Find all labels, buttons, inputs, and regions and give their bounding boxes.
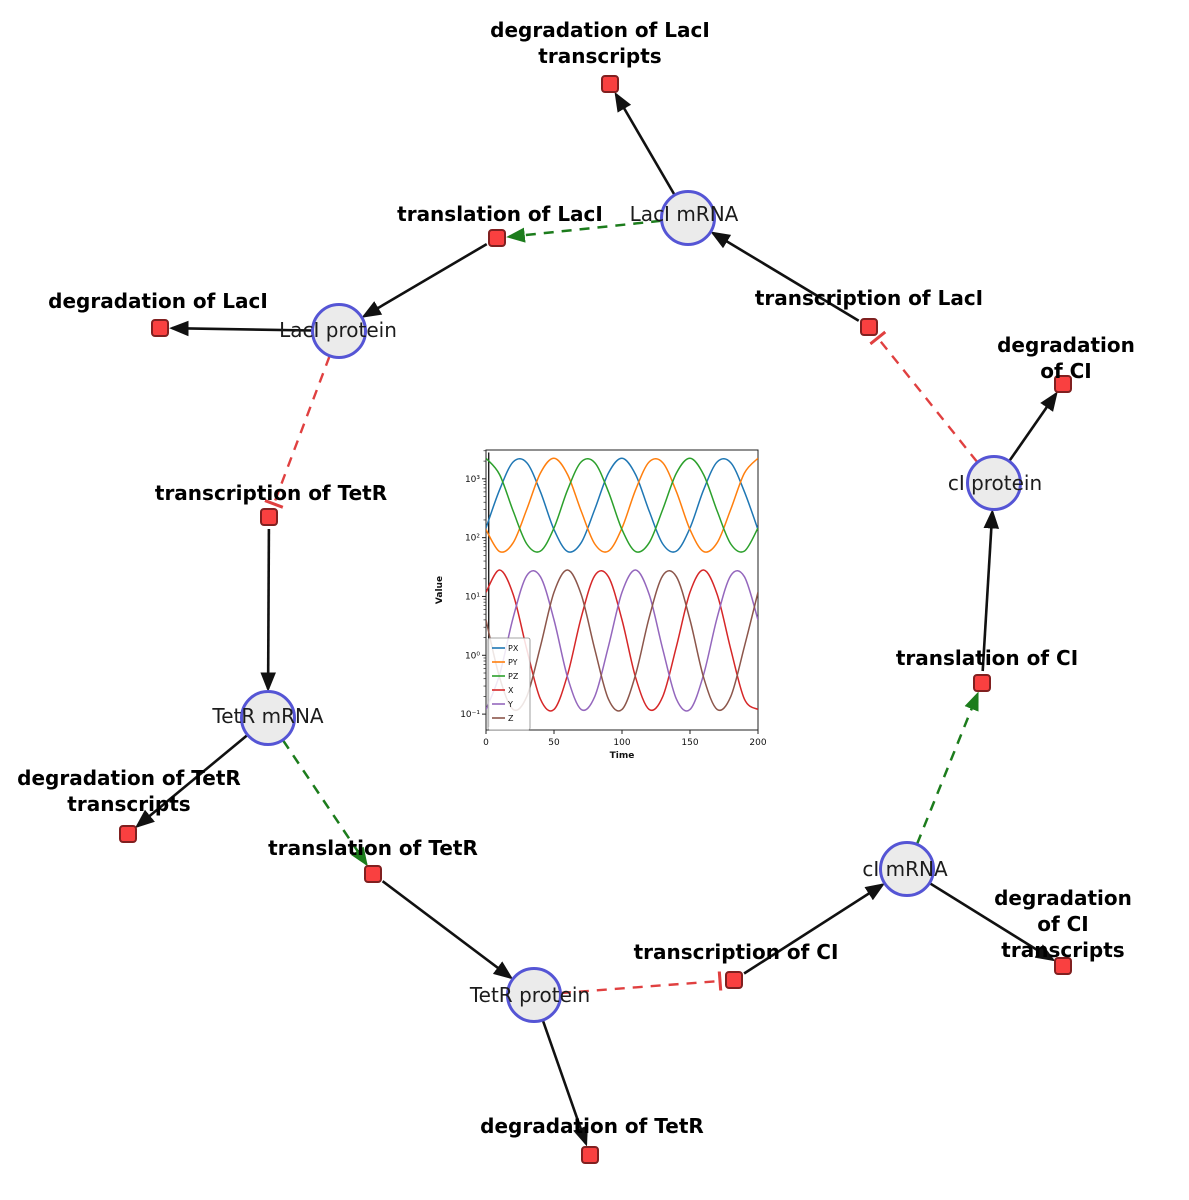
reaction-label-translation-tetr: translation of TetR xyxy=(268,836,478,860)
reaction-label-degradation-laci: degradation of LacI xyxy=(48,289,268,313)
reaction-node-transcription-tetr[interactable] xyxy=(260,508,278,526)
x-tick-label: 100 xyxy=(613,738,630,748)
reaction-label-transcription-tetr: transcription of TetR xyxy=(154,481,388,505)
legend-label-PZ: PZ xyxy=(508,672,519,681)
species-node-tetr-mrna[interactable] xyxy=(240,690,296,746)
edge-translation-ci-production xyxy=(981,508,1000,672)
reaction-node-degradation-ci-transcripts[interactable] xyxy=(1054,957,1072,975)
reaction-label-transcription-laci: transcription of LacI xyxy=(754,286,984,310)
series-lines xyxy=(486,457,758,712)
reaction-node-transcription-ci[interactable] xyxy=(725,971,743,989)
edge-laci-mrna-translation-modifier xyxy=(506,219,662,243)
x-tick-label: 150 xyxy=(681,738,698,748)
x-axis-ticks: 0 50 100 150 200 xyxy=(483,730,767,748)
species-node-ci-protein[interactable] xyxy=(966,455,1022,511)
series-X-line xyxy=(486,569,758,712)
species-label-laci-mrna: LacI mRNA xyxy=(629,202,739,226)
series-PZ-line xyxy=(486,457,758,553)
reaction-node-transcription-laci[interactable] xyxy=(860,318,878,336)
species-node-laci-mrna[interactable] xyxy=(660,190,716,246)
species-label-tetr-mrna: TetR mRNA xyxy=(212,704,324,728)
species-label-ci-protein: cI protein xyxy=(947,471,1043,495)
reaction-label-degradation-ci: degradation of CI xyxy=(997,333,1135,383)
edge-laci-mrna-degradation xyxy=(614,91,676,196)
chart-legend: PX PY PZ XYZ xyxy=(487,637,531,731)
edge-transcription-tetr-production xyxy=(260,528,276,692)
reaction-node-degradation-tetr[interactable] xyxy=(581,1146,599,1164)
y-tick-label: 10³ xyxy=(465,475,480,485)
edge-laci-protein-degradation xyxy=(169,320,313,337)
legend-label-X: X xyxy=(508,686,514,695)
reaction-node-degradation-ci[interactable] xyxy=(1054,375,1072,393)
reaction-node-degradation-laci-transcripts[interactable] xyxy=(601,75,619,93)
reaction-label-transcription-ci: transcription of CI xyxy=(633,940,839,964)
species-node-laci-protein[interactable] xyxy=(311,303,367,359)
series-Z-line xyxy=(486,569,758,712)
edge-ci-protein-degradation xyxy=(1008,391,1058,462)
x-tick-label: 0 xyxy=(483,738,489,748)
reaction-node-translation-laci[interactable] xyxy=(488,229,506,247)
edge-translation-laci-production xyxy=(361,242,488,318)
y-tick-label: 10⁻¹ xyxy=(460,710,480,720)
reaction-label-degradation-tetr-transcripts: degradation of TetR transcripts xyxy=(17,766,241,816)
reaction-label-degradation-laci-transcripts: degradation of LacI transcripts xyxy=(490,18,710,68)
series-PX-line xyxy=(486,457,758,553)
edge-transcription-ci-production xyxy=(743,883,886,975)
series-Y-line xyxy=(486,569,758,712)
edge-ci-mrna-translation-modifier xyxy=(915,691,979,845)
legend-label-PX: PX xyxy=(508,644,519,653)
reaction-node-degradation-laci[interactable] xyxy=(151,319,169,337)
reaction-label-translation-ci: translation of CI xyxy=(895,646,1079,670)
reaction-node-degradation-tetr-transcripts[interactable] xyxy=(119,825,137,843)
edge-transcription-laci-production xyxy=(710,231,860,322)
reaction-node-translation-tetr[interactable] xyxy=(364,865,382,883)
y-tick-label: 10⁰ xyxy=(465,651,480,661)
edge-ci-mrna-degradation xyxy=(929,882,1056,962)
legend-label-Y: Y xyxy=(507,700,513,709)
species-label-ci-mrna: cI mRNA xyxy=(862,857,948,881)
y-axis-label: Value xyxy=(435,576,445,604)
x-axis-label: Time xyxy=(610,751,635,760)
edge-ci-protein-inhibits-transcription-laci xyxy=(869,330,979,463)
y-axis-ticks: 10⁻¹ 10⁰ 10¹ 10² 10³ xyxy=(460,450,486,720)
edge-tetr-protein-degradation xyxy=(541,1020,588,1147)
legend-label-Z: Z xyxy=(508,714,514,723)
edge-tetr-protein-inhibits-transcription-ci xyxy=(560,971,723,995)
y-tick-label: 10² xyxy=(465,534,480,544)
timeseries-plot: 10⁻¹ 10⁰ 10¹ 10² 10³ 0 50 100 150 200 Value Time PX P… xyxy=(428,438,772,761)
species-label-laci-protein: LacI protein xyxy=(279,318,397,342)
reaction-label-degradation-tetr: degradation of TetR xyxy=(480,1114,704,1138)
species-label-tetr-protein: TetR protein xyxy=(469,983,591,1007)
edge-translation-tetr-production xyxy=(381,880,514,980)
species-node-ci-mrna[interactable] xyxy=(879,841,935,897)
edge-tetr-mrna-degradation xyxy=(134,734,249,829)
edge-tetr-mrna-translation-modifier xyxy=(282,739,368,867)
x-tick-label: 50 xyxy=(548,738,560,748)
x-tick-label: 200 xyxy=(749,738,766,748)
edge-laci-protein-inhibits-transcription-tetr xyxy=(264,355,331,509)
y-tick-label: 10¹ xyxy=(465,592,480,602)
reaction-node-translation-ci[interactable] xyxy=(973,674,991,692)
reaction-label-translation-laci: translation of LacI xyxy=(397,202,603,226)
series-PY-line xyxy=(486,457,758,553)
reaction-label-degradation-ci-transcripts: degradation of CI transcripts xyxy=(994,886,1132,962)
species-node-tetr-protein[interactable] xyxy=(506,967,562,1023)
legend-label-PY: PY xyxy=(508,658,518,667)
